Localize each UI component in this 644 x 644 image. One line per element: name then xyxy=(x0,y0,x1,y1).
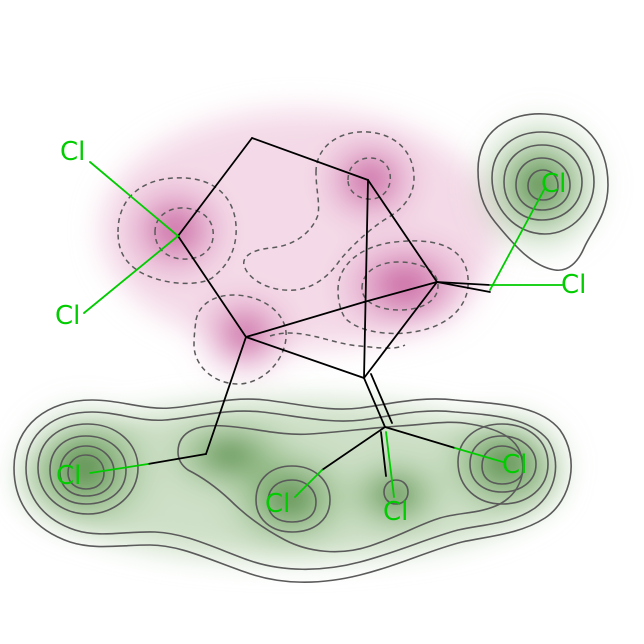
bond xyxy=(177,235,247,338)
bond-cl xyxy=(83,235,179,314)
atom-labels: Cl Cl Cl Cl Cl Cl Cl Cl xyxy=(55,137,586,527)
bond-cl xyxy=(89,161,179,237)
bond xyxy=(177,137,253,237)
chlorine-bonds xyxy=(83,161,563,498)
atom-label-cl: Cl xyxy=(56,461,81,491)
negative-contours xyxy=(117,131,469,385)
bond xyxy=(245,336,365,379)
bond xyxy=(363,179,369,379)
bond xyxy=(384,426,456,449)
bond xyxy=(436,281,491,286)
bond xyxy=(147,453,207,465)
atom-label-cl: Cl xyxy=(502,450,527,480)
atom-label-cl: Cl xyxy=(265,489,290,519)
bond xyxy=(370,373,393,424)
bond-cl xyxy=(89,463,149,474)
atom-label-cl: Cl xyxy=(383,497,408,527)
bond-cl xyxy=(489,187,546,291)
atom-label-cl: Cl xyxy=(561,270,586,300)
bond xyxy=(363,281,438,379)
bond xyxy=(205,336,247,455)
positive-contours xyxy=(13,113,609,583)
bond-cl xyxy=(454,447,504,463)
bonds xyxy=(147,137,491,477)
bond xyxy=(363,281,438,303)
bond-cl xyxy=(385,431,395,498)
atom-label-cl: Cl xyxy=(541,169,566,199)
bond-cl xyxy=(294,469,323,498)
bond xyxy=(251,137,369,181)
bond xyxy=(436,281,491,293)
atom-label-cl: Cl xyxy=(55,301,80,331)
bond xyxy=(380,431,387,477)
bond xyxy=(245,301,365,338)
atom-label-cl: Cl xyxy=(60,137,85,167)
bond xyxy=(363,377,386,428)
bond xyxy=(321,426,386,471)
bond xyxy=(367,179,438,283)
